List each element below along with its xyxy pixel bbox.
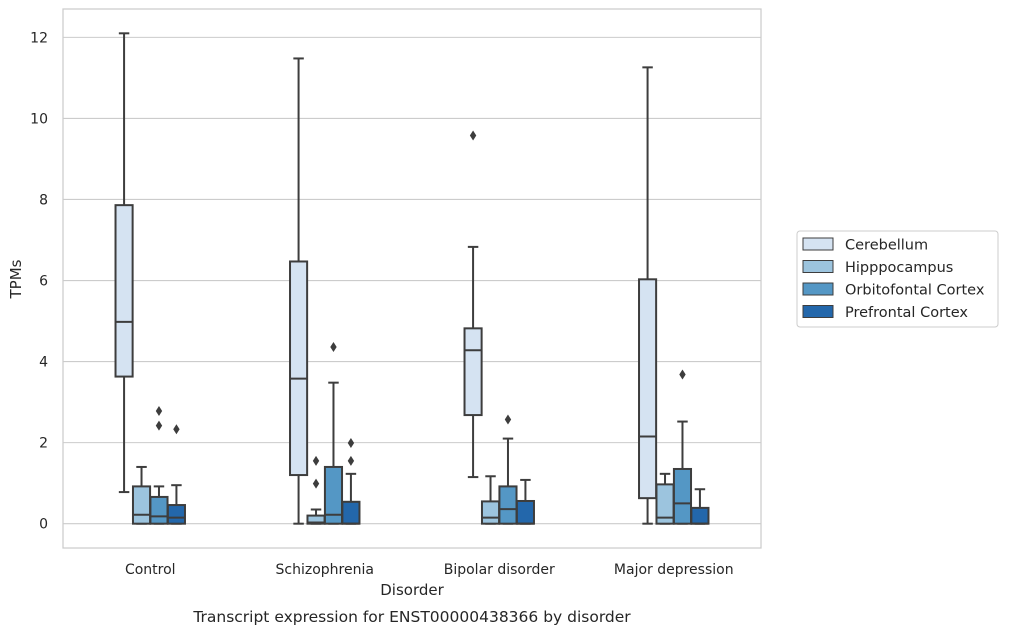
box-orbitofontal-cortex bbox=[323, 341, 344, 525]
outlier-point bbox=[504, 414, 512, 425]
legend-entry-label: Hipppocampus bbox=[845, 260, 953, 276]
box-hipppocampus bbox=[131, 465, 152, 525]
y-tick-label: 2 bbox=[39, 436, 48, 452]
legend-entry-label: Prefrontal Cortex bbox=[845, 305, 968, 321]
legend: Cerebellum Hipppocampus Orbitofontal Corte… bbox=[796, 230, 999, 328]
box-body bbox=[323, 465, 344, 525]
legend-swatch bbox=[802, 282, 834, 296]
outlier-point bbox=[312, 478, 320, 489]
box-body bbox=[149, 495, 169, 525]
box-prefrontal-cortex bbox=[515, 478, 535, 525]
box-body bbox=[166, 504, 186, 525]
box-body bbox=[463, 327, 483, 417]
y-tick-label: 0 bbox=[39, 517, 48, 533]
x-axis-ticks: Control Schizophrenia Bipolar disorder Majo… bbox=[125, 562, 734, 578]
x-axis-label: Disorder bbox=[380, 581, 444, 599]
y-axis-label: TPMs bbox=[7, 259, 25, 299]
box-cerebellum bbox=[289, 57, 309, 525]
y-tick-label: 8 bbox=[39, 192, 48, 208]
y-tick-label: 10 bbox=[30, 111, 48, 127]
grid-lines bbox=[63, 36, 761, 525]
box-body bbox=[690, 506, 710, 525]
box-body bbox=[480, 500, 501, 525]
box-body bbox=[131, 485, 152, 525]
box-orbitofontal-cortex bbox=[149, 406, 169, 525]
boxes bbox=[114, 32, 710, 525]
outlier-point bbox=[330, 341, 337, 352]
box-body bbox=[638, 278, 658, 500]
box-body bbox=[672, 467, 693, 525]
outlier-point bbox=[312, 455, 320, 466]
y-axis-ticks: 0 2 4 6 8 10 12 bbox=[30, 30, 48, 532]
box-cerebellum bbox=[114, 32, 134, 494]
legend-swatch bbox=[802, 237, 834, 251]
outlier-point bbox=[155, 420, 163, 431]
y-tick-label: 6 bbox=[39, 274, 48, 290]
plot-area-frame bbox=[62, 8, 762, 549]
legend-entry-label: Cerebellum bbox=[845, 238, 928, 254]
box-cerebellum bbox=[463, 130, 483, 479]
chart-caption: Transcript expression for ENST0000043836… bbox=[192, 608, 631, 626]
legend-swatch bbox=[802, 260, 834, 273]
box-body bbox=[114, 204, 134, 378]
y-tick-label: 4 bbox=[39, 355, 48, 371]
x-tick-label: Major depression bbox=[614, 562, 734, 578]
outlier-point bbox=[155, 406, 163, 417]
y-tick-label: 12 bbox=[30, 30, 48, 46]
outlier-point bbox=[679, 369, 686, 380]
box-body bbox=[341, 500, 361, 525]
box-body bbox=[515, 499, 535, 525]
box-prefrontal-cortex bbox=[341, 438, 361, 525]
box-orbitofontal-cortex bbox=[498, 414, 518, 525]
box-hipppocampus bbox=[480, 475, 501, 525]
legend-frame bbox=[796, 230, 999, 328]
legend-entry-label: Orbitofontal Cortex bbox=[845, 283, 985, 299]
outlier-point bbox=[347, 438, 355, 449]
box-hipppocampus bbox=[655, 472, 675, 525]
x-tick-label: Control bbox=[125, 562, 176, 578]
legend-swatch bbox=[802, 305, 834, 318]
box-orbitofontal-cortex bbox=[672, 369, 693, 525]
outlier-point bbox=[173, 424, 180, 435]
outlier-point bbox=[469, 130, 477, 141]
box-cerebellum bbox=[638, 66, 658, 525]
x-tick-label: Schizophrenia bbox=[276, 562, 374, 578]
box-prefrontal-cortex bbox=[690, 488, 710, 525]
box-hipppocampus bbox=[306, 455, 326, 525]
x-tick-label: Bipolar disorder bbox=[444, 562, 555, 578]
box-body bbox=[289, 260, 309, 477]
box-body bbox=[498, 485, 518, 525]
box-prefrontal-cortex bbox=[166, 424, 186, 525]
outlier-point bbox=[347, 455, 355, 466]
